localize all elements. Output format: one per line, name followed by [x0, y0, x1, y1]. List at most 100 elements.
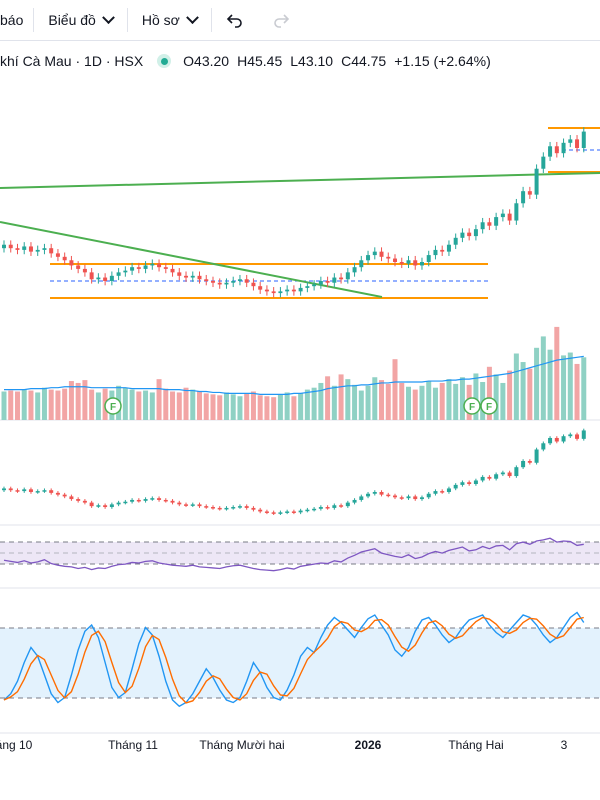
volume-bar: [257, 395, 263, 420]
open-value: O43.20: [183, 53, 230, 69]
candle-body: [339, 505, 344, 507]
candle-body: [204, 506, 209, 508]
volume-bar: [230, 394, 236, 420]
candle-body: [163, 267, 168, 269]
candle-body: [42, 248, 47, 250]
candle-body: [467, 232, 472, 237]
profile-menu-button[interactable]: Hồ sơ: [128, 0, 211, 40]
candle-body: [224, 507, 229, 510]
candle-body: [291, 289, 296, 292]
volume-bar: [48, 389, 54, 420]
chart-menu-button[interactable]: Biểu đồ: [34, 0, 126, 40]
volume-bar: [68, 381, 74, 420]
candle-body: [433, 491, 438, 494]
volume-bar: [82, 380, 88, 420]
financial-event-icon: F: [469, 402, 475, 413]
candle-body: [527, 191, 532, 195]
symbol-title[interactable]: khí Cà Mau · 1D · HSX: [0, 53, 144, 69]
volume-bar: [365, 385, 371, 420]
volume-bar: [399, 382, 405, 420]
candle-body: [561, 142, 566, 154]
candle-body: [312, 284, 317, 287]
candle-body: [453, 237, 458, 245]
volume-bar: [581, 357, 587, 420]
volume-ma-line: [4, 355, 584, 395]
candle-body: [305, 509, 310, 512]
candle-body: [379, 251, 384, 257]
volume-bar: [439, 382, 445, 420]
toolbar-divider: [126, 8, 128, 32]
candle-body: [318, 507, 323, 509]
candle-body: [514, 203, 519, 221]
volume-bar: [176, 392, 182, 420]
candle-body: [413, 496, 418, 500]
time-axis[interactable]: áng 10 Tháng 11 Tháng Mười hai 2026 Tháng Ha…: [0, 734, 600, 756]
candle-body: [177, 502, 182, 505]
volume-bar: [223, 392, 229, 420]
candle-body: [312, 508, 317, 511]
volume-bar: [527, 368, 533, 420]
volume-bar: [197, 391, 203, 420]
candle-body: [251, 507, 256, 510]
candle-body: [480, 222, 485, 230]
candle-body: [197, 275, 202, 280]
candle-body: [440, 491, 445, 493]
candle-body: [2, 488, 6, 491]
candle-body: [237, 506, 242, 508]
candle-body: [487, 476, 492, 479]
candle-body: [494, 474, 499, 479]
volume-bar: [122, 387, 128, 420]
candle-body: [264, 289, 269, 292]
volume-bar: [459, 377, 465, 420]
candle-body: [89, 272, 94, 280]
volume-bar: [453, 383, 459, 420]
trend-line: [0, 172, 600, 189]
volume-bar: [95, 392, 101, 420]
volume-bar: [358, 390, 364, 420]
candle-body: [278, 291, 283, 294]
profile-menu-label: Hồ sơ: [141, 12, 180, 28]
candle-body: [35, 249, 40, 252]
volume-bar: [392, 359, 398, 420]
candle-body: [103, 505, 108, 508]
candle-body: [473, 229, 478, 237]
candle-body: [69, 496, 74, 500]
undo-button[interactable]: [212, 0, 258, 40]
volume-bar: [331, 385, 337, 420]
candle-body: [399, 497, 404, 499]
stoch-band: [0, 628, 600, 698]
candle-body: [366, 255, 371, 261]
candle-body: [332, 505, 337, 508]
volume-bar: [237, 396, 243, 420]
alerts-button[interactable]: báo: [0, 0, 33, 40]
candle-body: [231, 507, 236, 509]
candle-body: [109, 275, 114, 281]
volume-bar: [129, 389, 135, 420]
candle-body: [217, 282, 222, 285]
candle-body: [406, 496, 411, 499]
candle-body: [244, 506, 249, 508]
time-axis-label: Tháng Hai: [448, 738, 504, 752]
volume-bar: [352, 384, 358, 420]
candle-body: [446, 244, 451, 252]
redo-button[interactable]: [258, 0, 304, 40]
candle-body: [130, 499, 135, 502]
candle-body: [76, 499, 81, 501]
candle-body: [264, 511, 269, 513]
financial-event-icon: [463, 397, 481, 415]
candle-body: [251, 282, 256, 287]
volume-bar: [567, 352, 573, 420]
volume-bar: [1, 391, 7, 420]
candle-body: [190, 504, 195, 506]
candle-body: [210, 281, 215, 283]
volume-bar: [419, 385, 425, 420]
candle-body: [440, 249, 445, 252]
candle-body: [548, 437, 553, 444]
undo-icon: [226, 14, 242, 28]
candle-body: [8, 488, 13, 491]
candle-body: [22, 246, 27, 250]
candle-body: [507, 472, 512, 477]
trend-line: [0, 221, 383, 298]
volume-bar: [149, 392, 155, 420]
